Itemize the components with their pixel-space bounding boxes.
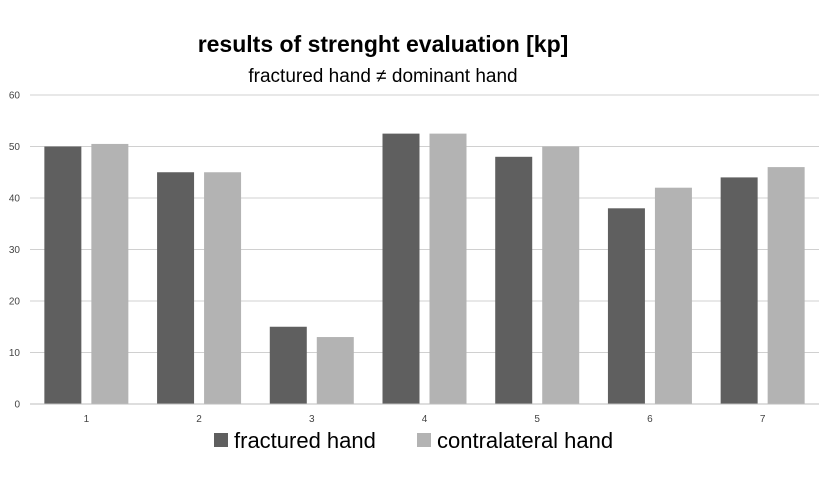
y-tick-label: 0 [14, 400, 20, 411]
bar-contralateral-1 [91, 143, 129, 405]
bar-fractured-5 [495, 156, 533, 404]
x-tick-label: 5 [534, 414, 540, 425]
bar-fractured-2 [157, 172, 195, 404]
legend: fractured hand contralateral hand [214, 428, 613, 453]
x-axis-ticks: 1 2 3 4 5 6 7 [84, 414, 766, 425]
y-tick-label: 10 [9, 348, 21, 359]
x-tick-label: 6 [647, 414, 653, 425]
bar-fractured-1 [44, 146, 82, 404]
bar-fractured-7 [720, 177, 758, 404]
bar-contralateral-4 [429, 133, 467, 404]
x-tick-label: 2 [196, 414, 202, 425]
x-tick-label: 1 [84, 414, 90, 425]
bar-contralateral-2 [204, 172, 242, 404]
bar-contralateral-5 [542, 146, 580, 404]
bar-contralateral-7 [767, 167, 805, 404]
x-tick-label: 3 [309, 414, 315, 425]
chart-title: results of strenght evaluation [kp] [198, 31, 569, 57]
gridlines [30, 94, 819, 353]
y-tick-label: 60 [9, 91, 21, 102]
bar-contralateral-6 [654, 187, 692, 404]
legend-swatch-fractured [214, 433, 228, 447]
bar-fractured-4 [382, 133, 420, 404]
legend-label-fractured: fractured hand [234, 428, 376, 453]
x-tick-label: 7 [760, 414, 766, 425]
legend-label-contralateral: contralateral hand [437, 428, 613, 453]
y-tick-label: 40 [9, 194, 21, 205]
bars [44, 133, 805, 405]
y-tick-label: 30 [9, 245, 21, 256]
legend-swatch-contralateral [417, 433, 431, 447]
bar-fractured-6 [607, 208, 645, 404]
x-tick-label: 4 [422, 414, 428, 425]
y-tick-label: 20 [9, 297, 21, 308]
bar-fractured-3 [269, 326, 307, 404]
y-tick-label: 50 [9, 142, 21, 153]
y-axis-ticks: 0 10 20 30 40 50 60 [9, 91, 21, 411]
bar-contralateral-3 [316, 337, 354, 404]
chart-subtitle: fractured hand ≠ dominant hand [248, 66, 517, 87]
